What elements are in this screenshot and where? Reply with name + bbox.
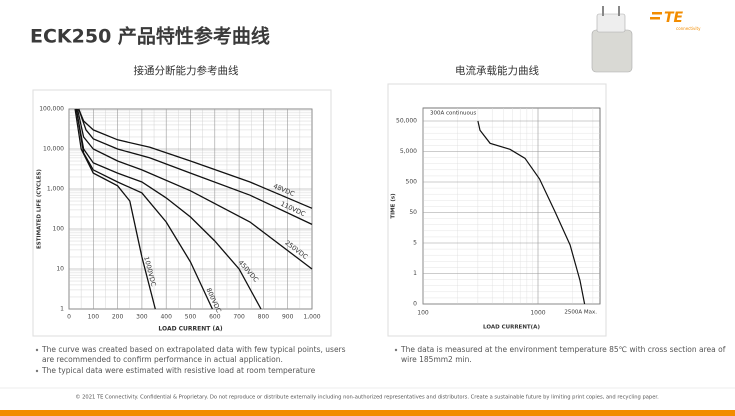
product-image: [591, 6, 633, 73]
logo-text: TE: [664, 10, 684, 26]
x-tick-label: 100: [417, 310, 429, 317]
annotation: 300A continuous: [430, 111, 476, 117]
x-axis-label: LOAD CURRENT(A): [483, 325, 540, 331]
note: The typical data were estimated with res…: [41, 366, 316, 375]
footer-bar: [0, 410, 735, 416]
footer: © 2021 TE Connectivity. Confidential & P…: [75, 394, 659, 401]
y-axis-label: ESTIMATED LIFE (CYCLES): [37, 169, 43, 249]
series-line: [78, 108, 313, 225]
y-tick-label: 0: [413, 301, 417, 308]
y-tick-label: 10: [56, 266, 64, 273]
series-line: [74, 108, 156, 310]
series-line: [477, 120, 586, 305]
x-tick-label: 900: [282, 314, 294, 321]
series-line: [78, 108, 313, 209]
y-axis-label: TIME (s): [391, 193, 397, 219]
x-tick-label: 400: [160, 314, 172, 321]
y-tick-label: 500: [406, 179, 418, 186]
x-tick-label: 600: [209, 314, 221, 321]
y-tick-label: 100: [53, 226, 65, 233]
note: The curve was created based on extrapola…: [41, 345, 346, 364]
logo: TE connectivity: [650, 10, 701, 31]
chart-panel: [32, 89, 332, 337]
y-tick-label: 1: [413, 270, 417, 277]
note: The data is measured at the environment …: [400, 345, 726, 364]
y-tick-label: 1,000: [47, 186, 64, 193]
slide-title: ECK250 产品特性参考曲线: [30, 25, 270, 48]
chart-title: 电流承载能力曲线: [455, 64, 539, 77]
x-tick-label: 0: [67, 314, 71, 321]
y-tick-label: 100,000: [39, 106, 64, 113]
y-tick-label: 50: [409, 209, 417, 216]
y-tick-label: 1: [60, 306, 64, 313]
series-line: [76, 108, 313, 270]
bullet: [35, 348, 39, 352]
plot-area: [422, 107, 601, 305]
y-tick-label: 5,000: [400, 148, 417, 155]
chart-panel: [387, 83, 607, 337]
x-tick-label: 100: [88, 314, 100, 321]
y-tick-label: 5: [413, 240, 417, 247]
series-line: [75, 108, 262, 310]
y-tick-label: 50,000: [396, 118, 417, 125]
chart-title: 接通分断能力参考曲线: [134, 64, 239, 77]
bullet: [35, 369, 39, 373]
x-tick-label: 800: [258, 314, 270, 321]
x-tick-label: 300: [136, 314, 148, 321]
bullet: [394, 348, 398, 352]
x-tick-label: 1000: [530, 310, 545, 317]
x-tick-label: 200: [112, 314, 124, 321]
annotation: 2500A Max.: [564, 310, 597, 316]
y-tick-label: 10,000: [43, 146, 64, 153]
x-tick-label: 1,000: [303, 314, 320, 321]
x-axis-label: LOAD CURRENT (A): [158, 326, 222, 333]
x-tick-label: 500: [185, 314, 197, 321]
x-tick-label: 700: [233, 314, 245, 321]
logo-sub: connectivity: [676, 26, 701, 31]
